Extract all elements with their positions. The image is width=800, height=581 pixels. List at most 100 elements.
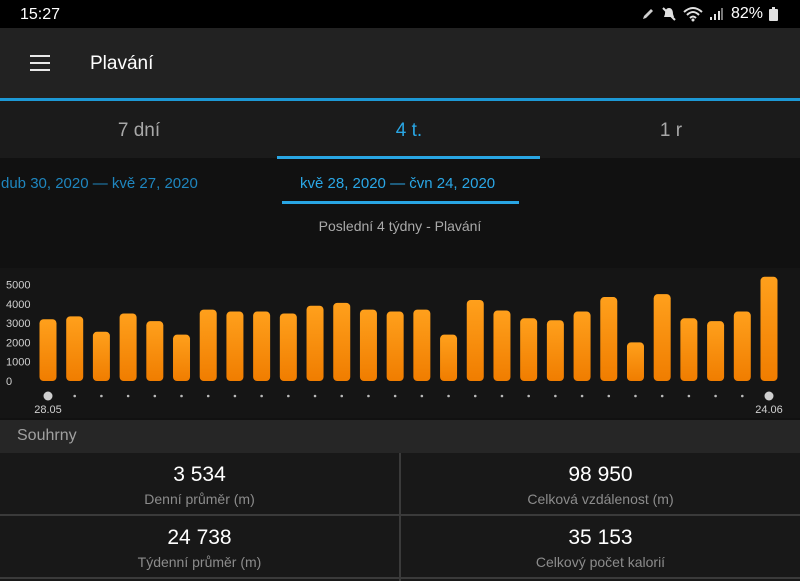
tab-4-weeks[interactable]: 4 t. [395,120,423,141]
chart-bar [226,311,244,381]
x-axis-dot [714,394,717,398]
chart-bar [733,311,751,381]
summary-title: Souhrny [17,427,77,444]
hamburger-menu-icon[interactable] [28,53,52,73]
chart-bar [253,311,271,381]
x-axis-dot [287,394,290,398]
chart-bar [626,342,644,381]
chart-bar [92,331,110,381]
summary-value: 24 738 [167,526,232,549]
summary-daily-average: 3 534 Denní průměr (m) [0,453,399,515]
chart-bar [493,310,511,381]
chart-bar [466,299,484,381]
y-tick-label: 0 [6,376,12,388]
summary-label: Denní průměr (m) [144,491,255,507]
x-axis-dot [634,394,637,398]
wifi-icon [683,6,703,22]
y-tick-label: 2000 [6,337,30,349]
date-range-indicator [282,201,519,204]
swim-distance-chart: 0 1000 2000 3000 4000 5000 28.05 24.06 [0,268,800,418]
x-tick-label-start: 28.05 [34,404,62,416]
x-axis-dot [233,394,237,398]
tab-7-days[interactable]: 7 dní [117,120,161,141]
summary-value: 98 950 [568,463,633,486]
x-axis-dot [473,394,477,398]
page-title: Plavání [90,53,154,74]
x-axis-dot [153,394,157,398]
status-time: 15:27 [20,6,61,23]
x-axis-dot [580,394,584,398]
previous-date-range[interactable]: dub 30, 2020 — kvě 27, 2020 [1,175,198,192]
appbar-accent-line [0,98,800,101]
app-bar: Plavání [0,28,800,98]
chart-bar [413,309,431,381]
chart-bar [546,320,564,381]
status-bar: 15:27 82% [0,0,800,28]
summary-label: Celkový počet kalorií [535,554,666,570]
x-axis-dot [313,394,317,398]
x-axis-dot [554,394,557,398]
chart-bar [520,318,538,381]
chart-bar [173,334,191,381]
signal-icon [709,7,723,21]
x-tick-label-end: 24.06 [755,404,783,416]
chart-bar [119,313,137,381]
date-range-selector: dub 30, 2020 — kvě 27, 2020 kvě 28, 2020… [0,159,800,209]
chart-bar [333,302,351,381]
chart-bar [653,294,671,381]
x-axis-dot [393,394,397,398]
chart-bar [66,316,84,381]
chart-bar [386,311,404,381]
battery-icon [769,7,778,21]
x-axis-dot [500,394,504,398]
status-icons: 82% [641,5,778,23]
x-axis-dot [340,394,344,398]
x-axis-dot [527,394,530,398]
chart-bar [306,305,324,381]
chart-bar [199,309,217,381]
x-axis-dot [420,394,424,398]
x-axis-end-marker [43,391,53,401]
summary-total-distance: 98 950 Celková vzdálenost (m) [401,453,800,515]
chart-bar [680,318,698,381]
divider [0,577,800,579]
chart-bar [39,319,57,381]
chart-bar [146,321,164,381]
chart-bar [440,334,458,381]
chart-bar [600,297,618,381]
y-tick-label: 5000 [6,280,30,292]
battery-level: 82% [730,5,763,22]
x-axis-dot [447,394,450,398]
period-tabs: 7 dní 4 t. 1 r [0,101,800,158]
summary-grid: 3 534 Denní průměr (m) 98 950 Celková vz… [0,453,800,581]
x-axis-dot [687,394,691,398]
summary-total-calories: 35 153 Celkový počet kalorií [401,516,800,578]
x-axis-dot [260,394,263,398]
x-axis-end-marker [764,391,774,401]
x-axis-dot [607,394,611,398]
y-tick-label: 1000 [6,357,30,369]
chart-bar [279,313,297,381]
x-axis-dot [73,394,77,398]
chart-bar [359,309,377,381]
x-axis-dot [206,394,210,398]
summary-header: Souhrny [0,420,800,453]
x-axis-dot [367,394,370,398]
summary-value: 3 534 [173,463,226,486]
mute-icon [661,6,677,22]
chart-bar [707,321,725,381]
x-axis-dot [100,394,103,398]
chart-bar [573,311,591,381]
divider [0,514,800,516]
summary-label: Týdenní průměr (m) [137,554,262,570]
summary-label: Celková vzdálenost (m) [527,491,674,507]
chart-title: Poslední 4 týdny - Plavání [318,218,482,234]
current-date-range[interactable]: kvě 28, 2020 — čvn 24, 2020 [300,175,496,192]
x-axis-dot [740,394,744,398]
pen-icon [641,7,655,21]
summary-value: 35 153 [568,526,633,549]
summary-weekly-average: 24 738 Týdenní průměr (m) [0,516,399,578]
tab-1-year[interactable]: 1 r [659,120,683,141]
x-axis-dot [126,394,130,398]
chart-bar [760,276,778,381]
